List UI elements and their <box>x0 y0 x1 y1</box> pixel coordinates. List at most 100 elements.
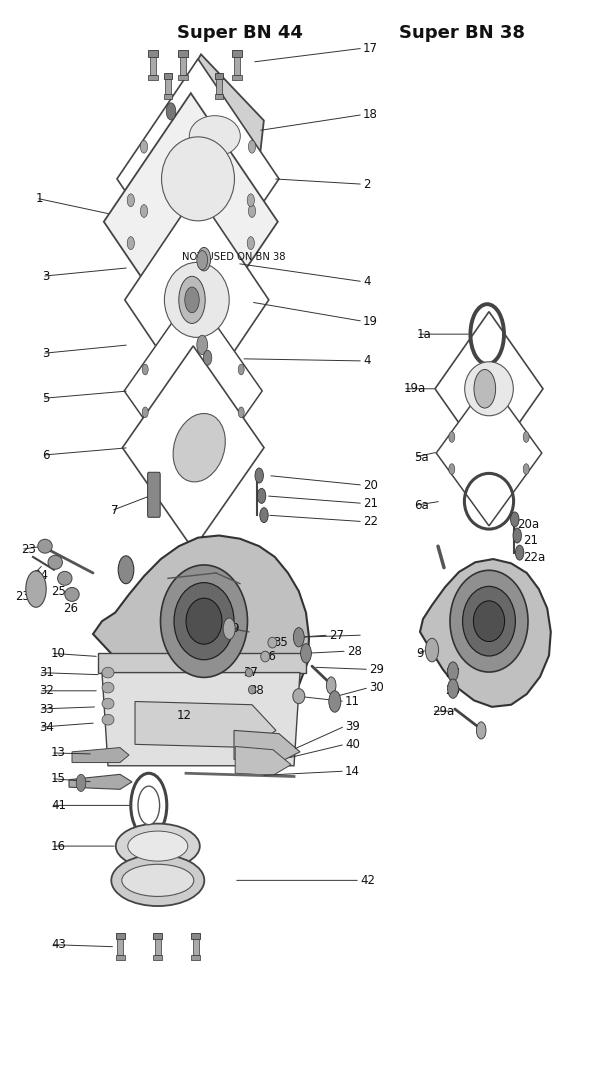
Circle shape <box>255 468 263 483</box>
Text: 36: 36 <box>261 650 276 663</box>
Text: 14: 14 <box>345 765 360 778</box>
Polygon shape <box>155 939 161 955</box>
Text: 16: 16 <box>51 840 66 853</box>
Polygon shape <box>135 702 276 748</box>
Circle shape <box>238 364 244 375</box>
Polygon shape <box>215 73 223 79</box>
Polygon shape <box>152 55 264 197</box>
Polygon shape <box>435 312 543 466</box>
Circle shape <box>197 247 211 271</box>
Polygon shape <box>233 57 241 75</box>
Circle shape <box>260 508 268 523</box>
Text: 41: 41 <box>51 799 66 812</box>
Ellipse shape <box>260 651 270 662</box>
Ellipse shape <box>102 714 114 725</box>
Polygon shape <box>164 73 172 79</box>
Text: 35: 35 <box>273 636 288 649</box>
Ellipse shape <box>473 601 505 642</box>
Text: 9: 9 <box>231 622 239 635</box>
Circle shape <box>448 662 458 681</box>
Circle shape <box>293 628 304 647</box>
Circle shape <box>166 103 176 120</box>
Ellipse shape <box>464 362 513 416</box>
Text: 19: 19 <box>363 315 378 328</box>
Circle shape <box>138 786 160 825</box>
Text: 2: 2 <box>363 178 371 191</box>
Text: 18: 18 <box>363 108 378 121</box>
Ellipse shape <box>58 572 72 585</box>
Text: 24: 24 <box>33 569 48 582</box>
Circle shape <box>142 407 148 418</box>
Ellipse shape <box>112 855 204 906</box>
Text: 9: 9 <box>416 647 424 660</box>
Text: 7: 7 <box>111 504 119 517</box>
Circle shape <box>197 251 208 270</box>
Circle shape <box>127 237 134 250</box>
Polygon shape <box>115 955 125 961</box>
Circle shape <box>248 205 256 217</box>
Circle shape <box>238 407 244 418</box>
Text: 8: 8 <box>123 561 130 574</box>
Ellipse shape <box>245 668 253 677</box>
Text: 3: 3 <box>42 270 49 283</box>
Circle shape <box>26 571 46 607</box>
Text: 27: 27 <box>329 629 344 642</box>
Circle shape <box>127 194 134 207</box>
Polygon shape <box>234 730 300 763</box>
Text: 33: 33 <box>39 703 54 715</box>
Circle shape <box>329 691 341 712</box>
Circle shape <box>197 335 208 355</box>
Text: 32: 32 <box>39 684 54 697</box>
Circle shape <box>76 774 86 791</box>
Polygon shape <box>215 94 223 99</box>
Text: 20a: 20a <box>517 518 539 531</box>
Text: 21: 21 <box>363 497 378 510</box>
Polygon shape <box>72 748 129 763</box>
Circle shape <box>448 679 458 698</box>
Text: 29a: 29a <box>432 705 454 718</box>
Text: 23: 23 <box>21 543 36 556</box>
Polygon shape <box>420 559 551 707</box>
Polygon shape <box>154 933 162 939</box>
Text: 20: 20 <box>363 479 378 492</box>
Polygon shape <box>178 50 188 57</box>
Polygon shape <box>193 939 199 955</box>
Circle shape <box>248 140 256 153</box>
Polygon shape <box>117 59 279 299</box>
Circle shape <box>118 556 134 584</box>
Text: 26: 26 <box>63 602 78 615</box>
Ellipse shape <box>65 587 79 602</box>
Text: 22a: 22a <box>523 552 545 564</box>
Polygon shape <box>98 653 306 673</box>
Circle shape <box>223 618 235 639</box>
Polygon shape <box>179 57 187 75</box>
Polygon shape <box>148 50 158 57</box>
Circle shape <box>425 638 439 662</box>
Ellipse shape <box>161 137 235 221</box>
Text: 37: 37 <box>243 666 258 679</box>
Ellipse shape <box>116 824 200 869</box>
Circle shape <box>301 644 311 663</box>
Polygon shape <box>102 673 300 766</box>
Polygon shape <box>93 536 309 741</box>
Text: 10: 10 <box>51 647 66 660</box>
Text: NOT USED ON BN 38: NOT USED ON BN 38 <box>182 252 286 262</box>
Circle shape <box>140 140 148 153</box>
Polygon shape <box>191 933 200 939</box>
Circle shape <box>185 287 199 313</box>
Circle shape <box>179 276 205 323</box>
Ellipse shape <box>38 540 52 553</box>
Polygon shape <box>117 939 123 955</box>
Text: 34: 34 <box>39 721 54 734</box>
Polygon shape <box>122 346 264 549</box>
Circle shape <box>142 364 148 375</box>
Polygon shape <box>125 193 269 407</box>
Ellipse shape <box>128 831 188 861</box>
Text: 43: 43 <box>51 938 66 951</box>
Circle shape <box>476 722 486 739</box>
Circle shape <box>511 512 519 527</box>
Text: 6: 6 <box>42 449 50 462</box>
Text: 28: 28 <box>445 684 460 697</box>
Circle shape <box>140 205 148 217</box>
Ellipse shape <box>463 586 515 655</box>
